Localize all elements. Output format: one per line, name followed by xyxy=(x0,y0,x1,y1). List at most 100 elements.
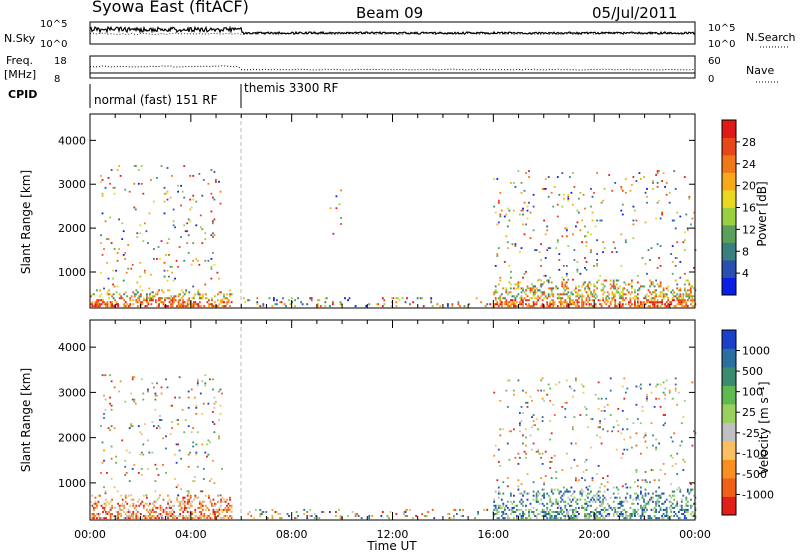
echo-cell xyxy=(621,508,624,511)
echo-cell xyxy=(162,437,164,440)
echo-cell xyxy=(626,448,629,451)
echo-cell xyxy=(147,242,149,244)
echo-cell xyxy=(605,297,608,300)
echo-cell xyxy=(609,301,612,304)
echo-cell xyxy=(133,376,136,379)
echo-cell xyxy=(520,492,523,495)
echo-cell xyxy=(159,299,162,302)
echo-cell xyxy=(546,303,549,306)
echo-cell xyxy=(614,506,617,509)
echo-cell xyxy=(655,446,658,449)
echo-cell xyxy=(611,508,614,511)
colorbar-swatch xyxy=(722,330,736,349)
echo-cell xyxy=(124,188,127,191)
echo-cell xyxy=(572,172,574,174)
echo-cell xyxy=(522,442,524,445)
echo-cell xyxy=(637,494,639,497)
echo-cell xyxy=(340,223,342,225)
echo-cell xyxy=(168,297,171,300)
echo-cell xyxy=(621,485,624,488)
echo-cell xyxy=(90,295,92,298)
echo-cell xyxy=(658,500,661,503)
echo-cell xyxy=(496,301,499,304)
echo-cell xyxy=(213,171,216,173)
echo-cell xyxy=(189,451,192,454)
echo-cell xyxy=(621,289,624,292)
echo-cell xyxy=(635,511,638,513)
echo-cell xyxy=(150,297,153,300)
echo-cell xyxy=(309,508,312,511)
echo-cell xyxy=(511,506,514,509)
echo-cell xyxy=(643,515,645,517)
echo-cell xyxy=(532,420,535,422)
echo-cell xyxy=(671,506,674,509)
echo-cell xyxy=(555,285,558,288)
colorbar-tick-label: 500 xyxy=(742,365,763,378)
echo-cell xyxy=(576,299,579,302)
echo-cell xyxy=(101,192,104,195)
echo-cell xyxy=(139,232,142,235)
echo-cell xyxy=(652,469,654,471)
echo-cell xyxy=(194,496,197,499)
echo-cell xyxy=(324,301,327,304)
echo-cell xyxy=(690,483,692,486)
echo-cell xyxy=(103,301,106,304)
echo-cell xyxy=(549,496,552,499)
echo-cell xyxy=(618,502,621,505)
echo-cell xyxy=(685,291,688,294)
echo-cell xyxy=(617,515,620,517)
echo-cell xyxy=(221,468,223,470)
echo-cell xyxy=(665,379,668,382)
echo-cell xyxy=(653,291,656,294)
echo-cell xyxy=(99,517,101,520)
echo-cell xyxy=(561,172,564,174)
echo-cell xyxy=(201,504,204,507)
echo-cell xyxy=(151,451,154,454)
echo-cell xyxy=(375,303,378,306)
echo-cell xyxy=(508,458,511,461)
echo-cell xyxy=(207,402,210,405)
echo-cell xyxy=(600,219,603,222)
colorbar-swatch xyxy=(722,496,736,516)
echo-cell xyxy=(599,436,602,439)
echo-cell xyxy=(638,287,641,290)
echo-cell xyxy=(129,303,132,306)
echo-cell xyxy=(612,513,615,515)
echo-cell xyxy=(229,496,231,499)
echo-cell xyxy=(310,297,313,300)
echo-cell xyxy=(624,391,627,394)
echo-cell xyxy=(142,453,145,456)
echo-cell xyxy=(567,245,570,247)
echo-cell xyxy=(627,283,630,286)
echo-cell xyxy=(665,293,668,296)
echo-cell xyxy=(496,255,499,257)
echo-cell xyxy=(686,227,689,230)
echo-cell xyxy=(162,291,165,294)
echo-cell xyxy=(578,297,580,300)
echo-cell xyxy=(118,293,121,296)
echo-cell xyxy=(620,233,623,236)
echo-cell xyxy=(659,265,662,267)
echo-cell xyxy=(190,263,193,266)
echo-cell xyxy=(655,448,658,451)
echo-cell xyxy=(182,511,185,513)
colorbar-swatch xyxy=(722,225,736,243)
echo-cell xyxy=(570,508,573,511)
colorbar-tick-label: 12 xyxy=(742,223,756,236)
echo-cell xyxy=(626,511,629,513)
echo-cell xyxy=(573,186,576,188)
echo-cell xyxy=(680,508,683,511)
velocity-colorbar-label: Velocity [m s⁻¹] xyxy=(757,381,771,474)
echo-cell xyxy=(572,293,574,296)
echo-cell xyxy=(513,299,515,302)
echo-cell xyxy=(169,404,172,407)
echo-cell xyxy=(575,379,577,382)
echo-cell xyxy=(505,301,508,304)
echo-cell xyxy=(552,205,555,208)
echo-cell xyxy=(105,513,107,515)
echo-cell xyxy=(532,285,535,288)
echo-cell xyxy=(680,303,683,306)
echo-cell xyxy=(590,490,592,493)
echo-cell xyxy=(541,494,544,497)
echo-cell xyxy=(555,502,558,505)
